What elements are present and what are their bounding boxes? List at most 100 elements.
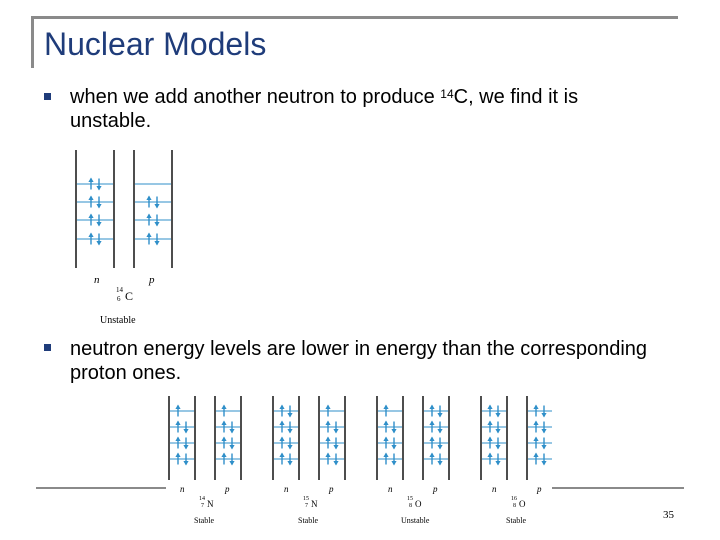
isotope-atomic-number: 8	[409, 503, 412, 509]
spin-up-arrow	[533, 404, 539, 417]
bullet-1-text-after: C, we find it is	[453, 86, 579, 108]
spin-down-arrow	[437, 421, 443, 434]
isotope-panel: n p 168 O Stable	[480, 396, 552, 525]
neutron-column-label: n	[492, 484, 497, 494]
spin-up-arrow	[221, 404, 227, 417]
spin-up-arrow	[383, 404, 389, 417]
spin-up-arrow	[279, 436, 285, 449]
slide-title: Nuclear Models	[44, 26, 267, 62]
neutron-well	[75, 150, 115, 268]
spin-down-arrow	[96, 178, 102, 191]
spin-up-arrow	[279, 420, 285, 433]
isotope-panel: n p 147 N Stable	[168, 396, 242, 525]
spin-down-arrow	[229, 453, 235, 466]
proton-column-label: p	[148, 274, 155, 286]
spin-down-arrow	[229, 437, 235, 450]
bullet-marker	[44, 93, 51, 100]
spin-up-arrow	[533, 436, 539, 449]
neutron-column-label: n	[180, 484, 185, 494]
spin-up-arrow	[279, 452, 285, 465]
proton-well	[422, 396, 450, 480]
spin-down-arrow	[495, 453, 501, 466]
proton-well	[318, 396, 346, 480]
bullet-1-line2: unstable.	[70, 110, 152, 132]
spin-up-arrow	[533, 420, 539, 433]
spin-down-arrow	[495, 437, 501, 450]
spin-down-arrow	[96, 214, 102, 227]
spin-up-arrow	[146, 195, 152, 208]
spin-up-arrow	[146, 213, 152, 226]
spin-up-arrow	[221, 420, 227, 433]
neutron-well	[480, 396, 508, 480]
bullet-1-text-before: when we add another neutron to produce	[70, 86, 441, 108]
spin-down-arrow	[541, 421, 547, 434]
stability-label: Unstable	[401, 516, 430, 525]
bullet-marker	[44, 344, 51, 351]
spin-up-arrow	[325, 420, 331, 433]
spin-down-arrow	[183, 421, 189, 434]
spin-up-arrow	[175, 404, 181, 417]
spin-down-arrow	[183, 437, 189, 450]
bullet-2-line1: neutron energy levels are lower in energ…	[70, 338, 648, 360]
stability-label: Unstable	[100, 315, 136, 326]
isotope-panel: n p 158 O Unstable	[376, 396, 450, 525]
spin-up-arrow	[429, 436, 435, 449]
spin-down-arrow	[495, 421, 501, 434]
spin-down-arrow	[287, 453, 293, 466]
spin-down-arrow	[229, 421, 235, 434]
isotope-atomic-number: 8	[513, 503, 516, 509]
proton-column-label: p	[536, 484, 542, 494]
spin-down-arrow	[541, 453, 547, 466]
proton-well	[214, 396, 242, 480]
spin-up-arrow	[221, 436, 227, 449]
isotope-symbol: C	[125, 289, 133, 303]
isotope-symbol: N	[207, 499, 214, 509]
bullet-2-text: neutron energy levels are lower in energ…	[70, 337, 647, 385]
spin-down-arrow	[437, 405, 443, 418]
bullet-1-text: when we add another neutron to produce 1…	[70, 85, 578, 133]
spin-down-arrow	[287, 437, 293, 450]
spin-down-arrow	[287, 405, 293, 418]
spin-down-arrow	[437, 437, 443, 450]
isotope-mass-number: 14	[199, 496, 205, 502]
page-number: 35	[663, 509, 674, 521]
spin-up-arrow	[383, 452, 389, 465]
spin-up-arrow	[88, 232, 94, 245]
spin-down-arrow	[154, 233, 160, 246]
spin-up-arrow	[325, 404, 331, 417]
spin-up-arrow	[279, 404, 285, 417]
spin-up-arrow	[429, 404, 435, 417]
bullet-1-superscript: 14	[440, 87, 454, 101]
title-frame-top	[31, 16, 678, 19]
isotope-atomic-number: 6	[117, 295, 121, 303]
spin-down-arrow	[333, 453, 339, 466]
spin-down-arrow	[154, 196, 160, 209]
proton-column-label: p	[328, 484, 334, 494]
spin-down-arrow	[391, 437, 397, 450]
isotope-panel: n p 157 N Stable	[272, 396, 346, 525]
neutron-well	[168, 396, 196, 480]
proton-column-label: p	[432, 484, 438, 494]
neutron-column-label: n	[284, 484, 289, 494]
spin-down-arrow	[391, 453, 397, 466]
spin-up-arrow	[487, 452, 493, 465]
spin-up-arrow	[146, 232, 152, 245]
spin-up-arrow	[325, 436, 331, 449]
isotope-mass-number: 15	[303, 496, 309, 502]
isotope-atomic-number: 7	[305, 503, 308, 509]
neutron-well	[272, 396, 300, 480]
isotope-symbol: O	[415, 499, 422, 509]
neutron-column-label: n	[94, 274, 100, 286]
spin-up-arrow	[429, 420, 435, 433]
stability-label: Stable	[506, 516, 526, 525]
proton-well	[133, 150, 173, 268]
isotope-mass-number: 14	[116, 286, 124, 294]
spin-up-arrow	[88, 177, 94, 190]
spin-down-arrow	[154, 214, 160, 227]
isotope-mass-number: 16	[511, 496, 517, 502]
spin-down-arrow	[541, 405, 547, 418]
spin-up-arrow	[88, 195, 94, 208]
neutron-well	[376, 396, 404, 480]
spin-up-arrow	[325, 452, 331, 465]
spin-down-arrow	[333, 437, 339, 450]
